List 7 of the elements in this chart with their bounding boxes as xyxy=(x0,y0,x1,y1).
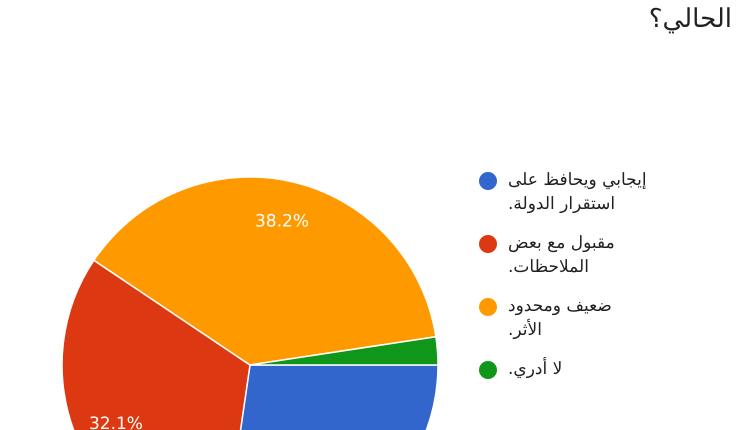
legend-label: إيجابي ويحافظ على استقرار الدولة. xyxy=(508,169,648,216)
legend-label: ضعيف ومحدود الأثر. xyxy=(508,295,613,342)
data-label: 32.1% xyxy=(88,414,143,430)
legend-label: مقبول مع بعض الملاحظات. xyxy=(508,232,616,279)
chart-title: الحالي؟ xyxy=(648,4,732,34)
data-label: 38.2% xyxy=(254,212,309,232)
legend-label: لا أدري. xyxy=(508,357,562,381)
